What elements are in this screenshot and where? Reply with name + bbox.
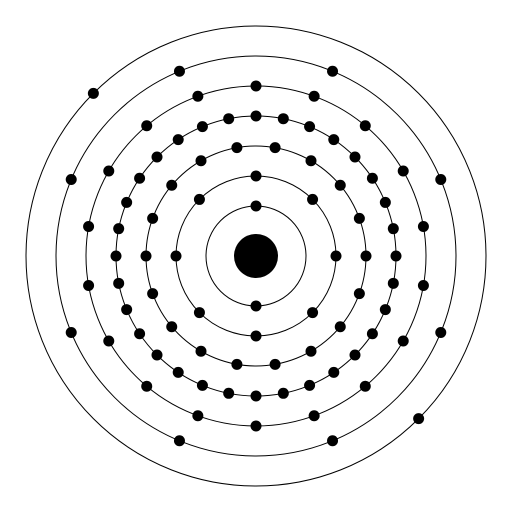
electron <box>304 380 315 391</box>
electron <box>251 201 262 212</box>
electron <box>166 180 177 191</box>
electron <box>307 194 318 205</box>
electron <box>360 120 371 131</box>
electron <box>251 421 262 432</box>
electron <box>134 328 145 339</box>
electron <box>134 173 145 184</box>
electron <box>251 171 262 182</box>
electron <box>306 155 317 166</box>
electron <box>418 221 429 232</box>
electron <box>349 349 360 360</box>
electron <box>361 251 372 262</box>
electron <box>360 381 371 392</box>
electron <box>328 367 339 378</box>
electron <box>83 280 94 291</box>
electron <box>391 251 402 262</box>
electron <box>309 91 320 102</box>
electron <box>231 359 242 370</box>
electron <box>435 327 446 338</box>
electron <box>166 321 177 332</box>
electron <box>197 380 208 391</box>
electron <box>174 435 185 446</box>
electron <box>194 194 205 205</box>
electron <box>121 197 132 208</box>
electron <box>196 346 207 357</box>
electron <box>66 327 77 338</box>
electron <box>304 121 315 132</box>
nucleus <box>234 234 278 278</box>
electron <box>435 174 446 185</box>
electron <box>192 91 203 102</box>
electron <box>113 223 124 234</box>
electron <box>171 251 182 262</box>
electron <box>327 435 338 446</box>
electron <box>354 288 365 299</box>
electron <box>413 413 424 424</box>
electron <box>152 152 163 163</box>
electron <box>309 410 320 421</box>
electron <box>367 328 378 339</box>
electron <box>278 388 289 399</box>
electron <box>66 174 77 185</box>
electron <box>354 213 365 224</box>
electron <box>173 367 184 378</box>
electron <box>270 142 281 153</box>
electron <box>141 251 152 262</box>
electron <box>192 410 203 421</box>
electron <box>398 166 409 177</box>
electron <box>331 251 342 262</box>
electron <box>306 346 317 357</box>
electron <box>307 307 318 318</box>
electron <box>367 173 378 184</box>
atom-diagram <box>0 0 512 512</box>
electron <box>83 221 94 232</box>
electron <box>335 180 346 191</box>
electron <box>147 213 158 224</box>
electron <box>173 134 184 145</box>
electron <box>251 301 262 312</box>
electron <box>251 391 262 402</box>
electron <box>174 66 185 77</box>
electron <box>141 381 152 392</box>
electron <box>278 113 289 124</box>
electron <box>388 223 399 234</box>
electron <box>196 155 207 166</box>
electron <box>380 197 391 208</box>
electron <box>327 66 338 77</box>
electron <box>223 388 234 399</box>
electron <box>121 304 132 315</box>
electron <box>147 288 158 299</box>
electron <box>231 142 242 153</box>
electron <box>251 331 262 342</box>
electron <box>388 278 399 289</box>
electron <box>88 88 99 99</box>
electron <box>328 134 339 145</box>
electron <box>194 307 205 318</box>
electron <box>418 280 429 291</box>
electron <box>251 81 262 92</box>
electron <box>349 152 360 163</box>
electron <box>141 120 152 131</box>
electron <box>398 336 409 347</box>
electron <box>270 359 281 370</box>
electron <box>152 349 163 360</box>
electron <box>197 121 208 132</box>
electron <box>251 111 262 122</box>
electron <box>380 304 391 315</box>
electron <box>103 166 114 177</box>
electron <box>335 321 346 332</box>
electron <box>223 113 234 124</box>
electron <box>103 336 114 347</box>
electron <box>113 278 124 289</box>
electron <box>111 251 122 262</box>
